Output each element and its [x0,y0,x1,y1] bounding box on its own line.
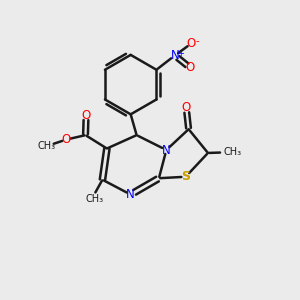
Text: N: N [170,49,179,62]
Text: O: O [186,61,195,74]
Text: CH₃: CH₃ [224,147,242,158]
Text: CH₃: CH₃ [37,140,55,151]
Text: S: S [181,170,190,183]
Text: N: N [162,143,171,157]
Text: N: N [126,188,135,201]
Text: O: O [82,109,91,122]
Text: CH₃: CH₃ [86,194,104,204]
Text: O: O [182,101,191,114]
Text: +: + [177,49,184,58]
Text: O: O [187,37,196,50]
Text: -: - [196,36,200,46]
Text: O: O [61,133,71,146]
